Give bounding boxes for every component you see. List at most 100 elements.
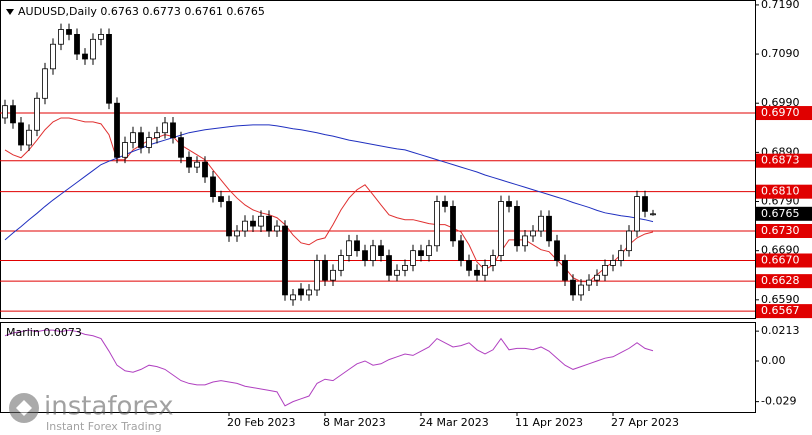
candle-body — [282, 225, 288, 296]
last-price-label: 0.6765 — [761, 207, 800, 220]
candle-body — [354, 240, 360, 252]
candle-body — [618, 250, 624, 261]
candle-body — [210, 176, 216, 197]
candle-body — [514, 206, 520, 247]
x-tick-label: 20 Feb 2023 — [227, 416, 295, 429]
candle-body — [242, 220, 248, 232]
level-label: 0.6567 — [761, 304, 800, 317]
level-tag — [756, 253, 812, 268]
candle-body — [410, 250, 416, 266]
candle-body — [506, 201, 512, 207]
candle-body — [34, 97, 40, 131]
candle-body — [474, 269, 480, 276]
candle-body — [138, 132, 144, 148]
price-panel — [0, 0, 756, 319]
candle-body — [434, 201, 440, 247]
candle-body — [90, 38, 96, 60]
high-value: 0.6773 — [142, 5, 181, 18]
candle-body — [258, 215, 264, 227]
candle-body — [26, 129, 32, 146]
candle-body — [338, 255, 344, 271]
level-tag — [756, 224, 812, 239]
candle-body — [362, 250, 368, 261]
y-tick-label: 0.6590 — [761, 293, 800, 306]
indicator-line — [4, 329, 654, 407]
candle-body — [2, 105, 8, 119]
level-tag — [756, 153, 812, 168]
level-label: 0.6970 — [761, 106, 800, 119]
candle-body — [482, 265, 488, 276]
indicator-panel — [0, 322, 756, 413]
indicator-name: Marlin — [6, 326, 40, 339]
candle-body — [18, 122, 24, 146]
candle-body — [250, 220, 256, 227]
level-label: 0.6628 — [761, 274, 800, 287]
y-tick-label: -0.029 — [761, 395, 796, 408]
candle-body — [538, 215, 544, 232]
candle-body — [114, 102, 120, 158]
candle-body — [554, 240, 560, 261]
candle-body — [458, 240, 464, 261]
level-label: 0.6810 — [761, 185, 800, 198]
candle-body — [570, 279, 576, 296]
candle-body — [186, 156, 192, 168]
level-label: 0.6670 — [761, 253, 800, 266]
candle-body — [274, 225, 280, 232]
candle-body — [42, 68, 48, 99]
candle-body — [106, 34, 112, 104]
candle-body — [642, 196, 648, 212]
candle-body — [610, 260, 616, 266]
level-tag — [756, 106, 812, 121]
candle-body — [218, 196, 224, 202]
last-price-tag — [756, 206, 812, 221]
candle-body — [194, 161, 200, 168]
candle-body — [162, 122, 168, 134]
candle-body — [234, 230, 240, 237]
candle-body — [426, 245, 432, 256]
header: AUDUSD,Daily 0.6763 0.6773 0.6761 0.6765 — [18, 5, 265, 18]
close-value: 0.6765 — [226, 5, 265, 18]
x-tick-label: 24 Mar 2023 — [419, 416, 489, 429]
candle-body — [202, 161, 208, 178]
candle-body — [130, 132, 136, 143]
candle-body — [530, 230, 536, 237]
candle-body — [602, 265, 608, 276]
candle-body — [266, 215, 272, 232]
candle-body — [50, 43, 56, 70]
candle-body — [66, 29, 72, 35]
candle-body — [490, 255, 496, 266]
watermark-brand: instaforex — [44, 392, 173, 422]
candle-body — [522, 235, 528, 247]
candle-body — [402, 265, 408, 271]
y-tick-label: 0.7090 — [761, 47, 800, 60]
candle-body — [442, 201, 448, 207]
watermark-tagline: Instant Forex Trading — [46, 420, 162, 433]
indicator-title: Marlin 0.0073 — [6, 326, 82, 339]
candle-body — [330, 269, 336, 281]
watermark-logo-mark — [16, 400, 32, 416]
candle-body — [578, 284, 584, 296]
candle-body — [298, 288, 304, 296]
low-value: 0.6761 — [184, 5, 223, 18]
x-tick-label: 27 Apr 2023 — [611, 416, 679, 429]
candle-body — [418, 250, 424, 256]
x-tick-label: 11 Apr 2023 — [515, 416, 583, 429]
candle-body — [178, 137, 184, 158]
candle-body — [466, 260, 472, 271]
candle-body — [370, 245, 376, 261]
watermark: instaforex Instant Forex Trading — [9, 392, 173, 433]
candle-body — [98, 34, 104, 40]
candle-body — [10, 105, 16, 124]
y-tick-label: 0.0213 — [761, 324, 800, 337]
candle-body — [154, 132, 160, 139]
candle-body — [58, 29, 64, 45]
level-label: 0.6873 — [761, 154, 800, 167]
level-tag — [756, 304, 812, 319]
candle-body — [386, 255, 392, 276]
header-arrow — [6, 9, 14, 15]
candle-body — [586, 279, 592, 286]
level-tag — [756, 274, 812, 289]
y-tick-label: 0.6690 — [761, 244, 800, 257]
candle-body — [394, 269, 400, 276]
